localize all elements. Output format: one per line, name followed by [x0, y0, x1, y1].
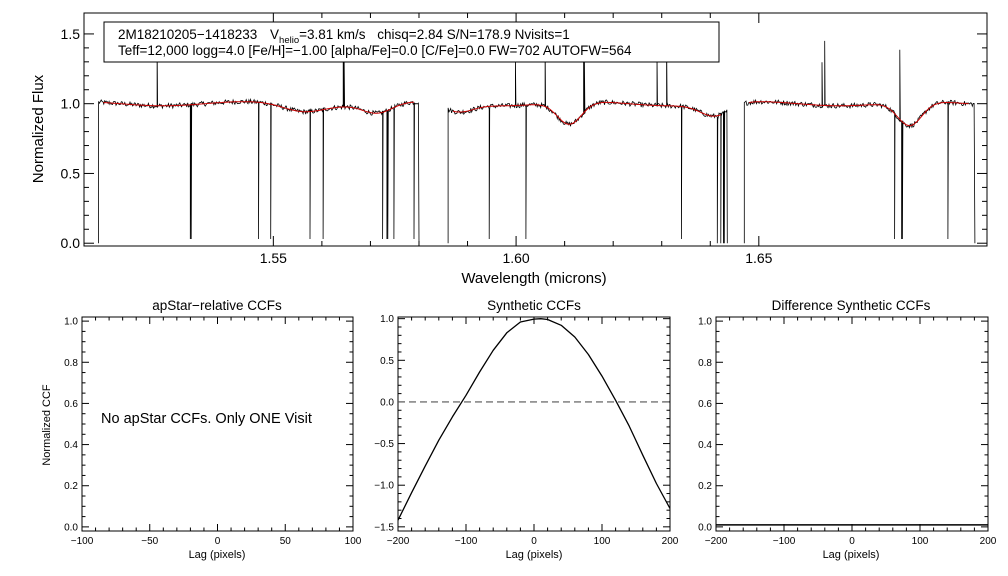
difference-ccf-frame	[715, 316, 989, 532]
synthetic-ccf-xtick-label: 100	[594, 536, 611, 547]
difference-ccf-ytick-label: 0.4	[698, 440, 712, 451]
apstar-ccf-xtick-label: −50	[141, 536, 158, 547]
spectrum-ytick-label: 1.0	[61, 96, 81, 112]
observed-spectrum-chip-3	[743, 40, 976, 244]
difference-ccf-xtick-label: 200	[980, 536, 997, 547]
spectrum-xtick-label: 1.55	[260, 250, 287, 266]
synthetic-ccf-ytick-label: −0.5	[374, 439, 394, 450]
observed-spectrum-chip-1	[98, 42, 420, 244]
spectrum-ytick-label: 0.0	[61, 235, 81, 251]
apstar-ccf-xtick-label: 50	[280, 536, 292, 547]
synthetic-ccf-xtick-label: −100	[455, 536, 478, 547]
v-helio-label: V	[270, 27, 279, 42]
apstar-ccf-xtick-label: 0	[215, 536, 221, 547]
difference-ccf-xlabel: Lag (pixels)	[823, 549, 880, 561]
synthetic-ccf-lines	[397, 318, 671, 521]
difference-ccf-xtick-label: 0	[849, 536, 855, 547]
difference-ccf-ticks: −200 −100 0 100 200 0.0 0.2 0.4 0.6 0.8 1.0	[698, 317, 997, 547]
star-id: 2M18210205−1418233	[118, 27, 257, 42]
difference-ccf-xtick-label: −100	[773, 536, 796, 547]
apstar-ccf-ylabel: Normalized CCF	[41, 384, 53, 466]
synthetic-ccf-frame	[397, 316, 671, 532]
info-box	[103, 21, 720, 63]
spectrum-ylabel: Normalized Flux	[30, 74, 47, 183]
synthetic-ccf-ytick-label: 0.0	[380, 397, 394, 408]
synthetic-ccf-ticks: −200 −100 0 100 200 −1.5 −1.0 −0.5 0.0 0.5 1.0	[374, 314, 679, 547]
spectrum-xlabel: Wavelength (microns)	[461, 270, 606, 287]
spectrum-ticks: 1.55 1.60 1.65 0.0 0.5 1.0 1.5	[61, 13, 987, 266]
synthetic-ccf-panel: Synthetic CCFs −200 −100 0 100 200 −1.5 −1.0 −0…	[374, 298, 679, 561]
apstar-ccf-title: apStar−relative CCFs	[152, 298, 282, 313]
apstar-ccf-ytick-label: 0.2	[64, 481, 78, 492]
apstar-ccf-xtick-label: 100	[345, 536, 362, 547]
apstar-ccf-xlabel: Lag (pixels)	[189, 549, 246, 561]
apstar-ccf-annotation: No apStar CCFs. Only ONE Visit	[101, 411, 312, 427]
spectrum-xtick-label: 1.65	[745, 250, 772, 266]
difference-ccf-ytick-label: 0.8	[698, 358, 712, 369]
synthetic-ccf-ytick-label: −1.0	[374, 481, 394, 492]
spectrum-frame	[83, 12, 988, 247]
spectrum-lines	[98, 39, 976, 244]
difference-ccf-ytick-label: 0.6	[698, 399, 712, 410]
synthetic-ccf-xtick-label: 200	[662, 536, 679, 547]
fit-stats: chisq=2.84 S/N=178.9 Nvisits=1	[377, 27, 570, 42]
spectrum-panel: 1.55 1.60 1.65 0.0 0.5 1.0 1.5 2M18210205−1418…	[30, 12, 988, 287]
v-helio-value: =3.81 km/s	[299, 27, 366, 42]
synthetic-ccf-xtick-label: −200	[387, 536, 410, 547]
difference-ccf-ytick-label: 0.0	[698, 522, 712, 533]
difference-ccf-xtick-label: 100	[912, 536, 929, 547]
synthetic-ccf-xlabel: Lag (pixels)	[506, 549, 563, 561]
model-spectrum-chip-1	[103, 101, 415, 114]
spectrum-xtick-label: 1.60	[502, 250, 529, 266]
synthetic-ccf-xtick-label: 0	[531, 536, 537, 547]
synthetic-ccf-curve	[397, 318, 671, 521]
synthetic-ccf-ytick-label: 1.0	[380, 314, 394, 325]
spectrum-ytick-label: 0.5	[61, 165, 81, 181]
difference-ccf-title: Difference Synthetic CCFs	[772, 298, 931, 313]
v-helio-subscript: helio	[279, 35, 299, 46]
spectrum-ytick-label: 1.5	[61, 26, 81, 42]
synthetic-ccf-ytick-label: 0.5	[380, 356, 394, 367]
difference-ccf-ytick-label: 1.0	[698, 317, 712, 328]
apstar-ccf-ytick-label: 0.6	[64, 399, 78, 410]
info-line-1: 2M18210205−1418233 Vhelio=3.81 km/s chis…	[118, 27, 570, 46]
difference-ccf-panel: Difference Synthetic CCFs −200 −100 0 100 20…	[698, 298, 997, 561]
synthetic-ccf-ytick-label: −1.5	[374, 522, 394, 533]
apstar-ccf-ytick-label: 0.8	[64, 358, 78, 369]
apstar-ccf-xtick-label: −100	[71, 536, 94, 547]
apstar-ccf-ytick-label: 0.0	[64, 522, 78, 533]
synthetic-ccf-title: Synthetic CCFs	[487, 298, 581, 313]
apstar-ccf-ytick-label: 1.0	[64, 317, 78, 328]
observed-spectrum-chip-2	[447, 39, 728, 244]
apstar-ccf-panel: apStar−relative CCFs −100 −50 0 50 100 0.0 0.2…	[41, 298, 362, 561]
model-spectrum-chip-3	[749, 101, 969, 127]
apstar-ccf-ticks: −100 −50 0 50 100 0.0 0.2 0.4 0.6 0.8 1.0	[64, 317, 362, 547]
model-spectrum-chip-2	[452, 101, 722, 125]
info-line-2: Teff=12,000 logg=4.0 [Fe/H]=−1.00 [alpha…	[118, 43, 632, 58]
difference-ccf-xtick-label: −200	[705, 536, 728, 547]
apstar-ccf-ytick-label: 0.4	[64, 440, 78, 451]
difference-ccf-ytick-label: 0.2	[698, 481, 712, 492]
